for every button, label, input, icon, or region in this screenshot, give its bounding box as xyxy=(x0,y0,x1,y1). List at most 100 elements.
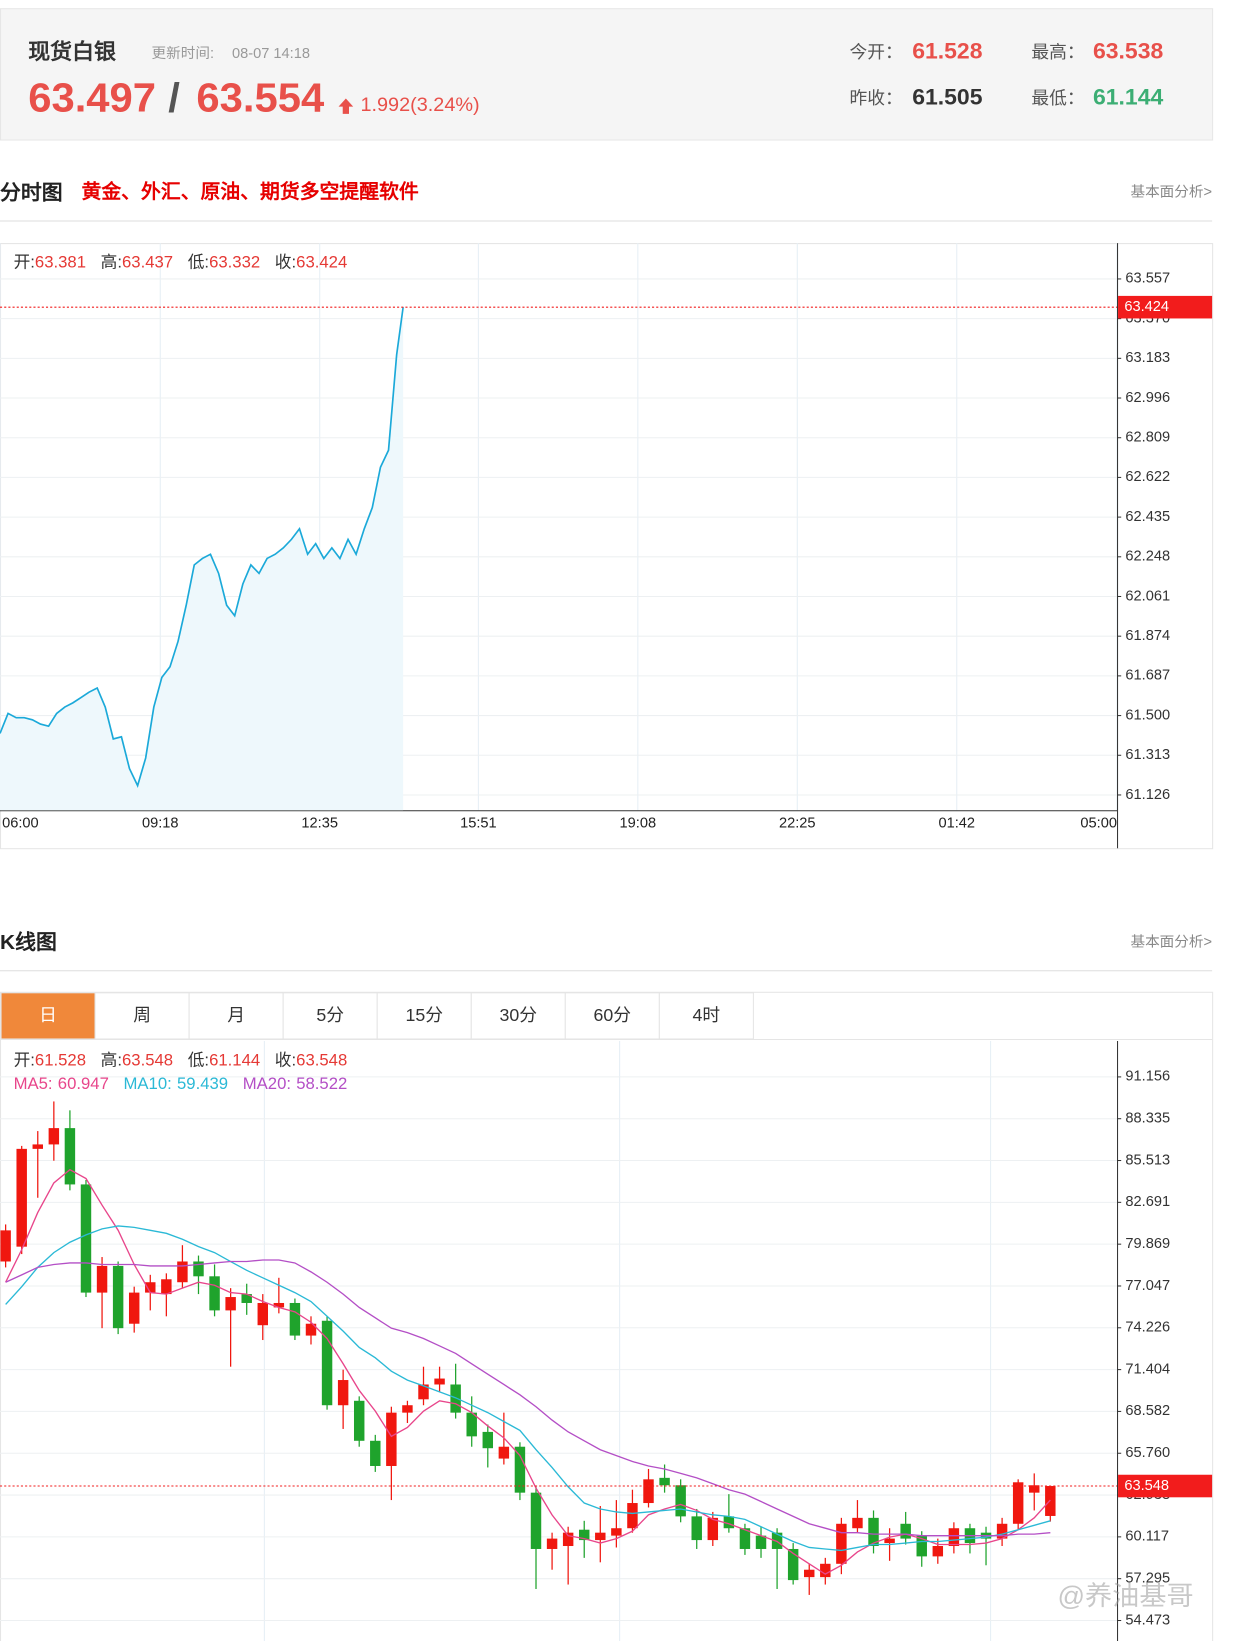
stat-label: 今开： xyxy=(850,42,903,62)
y-tick-label: 62.996 xyxy=(1125,390,1170,406)
update-time: 08-07 14:18 xyxy=(232,46,310,62)
summary-value: 63.548 xyxy=(122,1051,173,1070)
price-tag xyxy=(1118,295,1213,319)
legend-value: 60.947 xyxy=(58,1075,109,1094)
section-title: 分时图 xyxy=(0,181,63,204)
candle-body xyxy=(804,1569,815,1578)
bid-price: 63.497 xyxy=(28,75,156,121)
candle-body xyxy=(161,1279,172,1295)
stat-label: 最高： xyxy=(1031,42,1084,62)
period-tab-label[interactable]: 日 xyxy=(39,1005,57,1025)
instrument-name: 现货白银 xyxy=(28,39,116,64)
x-tick-label: 15:51 xyxy=(460,815,497,831)
y-tick-label: 62.061 xyxy=(1125,588,1170,604)
candle-body xyxy=(691,1516,702,1541)
promo-link[interactable]: 黄金、外汇、原油、期货多空提醒软件 xyxy=(82,180,420,203)
fundamentals-link[interactable]: 基本面分析> xyxy=(1130,933,1212,950)
candle-body xyxy=(482,1431,494,1449)
summary-value: 63.332 xyxy=(209,253,260,272)
candle-body xyxy=(595,1532,606,1541)
candle-body xyxy=(900,1523,911,1539)
quote-header xyxy=(0,8,1214,141)
candle-body xyxy=(578,1529,590,1541)
y-tick-label: 62.809 xyxy=(1125,430,1170,446)
summary-value: 63.548 xyxy=(296,1051,347,1070)
candle-body xyxy=(112,1265,124,1329)
stat-value: 61.528 xyxy=(912,37,982,63)
candle-body xyxy=(996,1523,1008,1539)
summary-label: 低: xyxy=(188,253,209,272)
candle-body xyxy=(611,1528,622,1536)
stat-value: 63.538 xyxy=(1093,37,1163,63)
period-tab[interactable] xyxy=(282,992,378,1040)
y-tick-label: 63.557 xyxy=(1125,271,1170,287)
stat-value: 61.144 xyxy=(1093,84,1164,110)
period-tab-label[interactable]: 4时 xyxy=(693,1005,721,1025)
period-tab[interactable] xyxy=(188,992,284,1040)
candle-body xyxy=(193,1261,204,1277)
period-tab-label[interactable]: 月 xyxy=(227,1005,245,1025)
candle-body xyxy=(177,1261,188,1283)
summary-label: 高: xyxy=(101,1051,122,1070)
candle-body xyxy=(498,1446,510,1459)
candle-body xyxy=(884,1538,895,1544)
candle-body xyxy=(16,1148,27,1247)
period-tab-label[interactable]: 60分 xyxy=(594,1005,632,1025)
price-tag xyxy=(1118,1474,1213,1498)
moving-average xyxy=(5,1259,1051,1537)
update-label: 更新时间: xyxy=(152,45,215,62)
candle-body xyxy=(546,1538,558,1549)
x-tick-label: 12:35 xyxy=(301,815,338,831)
candle-body xyxy=(305,1323,317,1336)
candle-body xyxy=(48,1128,60,1145)
candle-body xyxy=(386,1412,397,1466)
x-tick-label: 19:08 xyxy=(620,815,657,831)
y-tick-label: 62.248 xyxy=(1125,549,1170,565)
candle-body xyxy=(466,1412,477,1437)
summary-value: 63.424 xyxy=(296,253,347,272)
candle-body xyxy=(225,1297,236,1311)
fundamentals-link[interactable]: 基本面分析> xyxy=(1130,184,1212,201)
period-tab-label[interactable]: 30分 xyxy=(500,1005,538,1025)
line-area xyxy=(0,307,404,811)
y-tick-label: 91.156 xyxy=(1125,1069,1170,1085)
candle-body xyxy=(868,1517,879,1547)
y-tick-label: 62.622 xyxy=(1125,469,1170,485)
stat-value: 61.505 xyxy=(912,84,983,110)
period-tab[interactable] xyxy=(0,992,96,1040)
candle-body xyxy=(916,1535,927,1557)
summary-value: 63.381 xyxy=(35,253,86,272)
y-tick-label: 82.691 xyxy=(1125,1194,1170,1210)
y-tick-label: 57.295 xyxy=(1125,1571,1170,1587)
candle-body xyxy=(289,1302,301,1336)
y-tick-label: 77.047 xyxy=(1125,1278,1170,1294)
y-tick-label: 61.313 xyxy=(1125,747,1170,763)
candle-body xyxy=(80,1184,92,1293)
candle-body xyxy=(64,1128,76,1185)
period-tab[interactable] xyxy=(94,992,190,1040)
candle-body xyxy=(273,1302,285,1308)
period-tab[interactable] xyxy=(376,992,472,1040)
moving-average xyxy=(5,1168,1051,1575)
candle-body xyxy=(0,1230,11,1262)
candle-body xyxy=(852,1517,863,1529)
stat-label: 昨收： xyxy=(850,88,903,108)
summary-label: 收: xyxy=(275,253,296,272)
x-tick-label: 05:00 xyxy=(1080,815,1117,831)
summary: 开:63.381 高:63.437 低:63.332 收:63.424 xyxy=(14,253,348,272)
candle-body xyxy=(820,1563,831,1578)
candle-body xyxy=(932,1546,944,1557)
up-arrow xyxy=(338,98,354,114)
y-tick-label: 54.473 xyxy=(1125,1612,1170,1628)
period-tab[interactable] xyxy=(470,992,566,1040)
summary-label: 开: xyxy=(14,1051,35,1070)
period-tab-label[interactable]: 5分 xyxy=(316,1005,344,1025)
candle-body xyxy=(257,1302,269,1326)
ask-price: 63.554 xyxy=(196,75,324,121)
y-tick-label: 61.687 xyxy=(1125,668,1170,684)
period-tab-label[interactable]: 周 xyxy=(133,1005,151,1025)
candle-body xyxy=(128,1292,140,1324)
period-tab-label[interactable]: 15分 xyxy=(405,1005,443,1025)
y-tick-label: 63.183 xyxy=(1125,350,1170,366)
